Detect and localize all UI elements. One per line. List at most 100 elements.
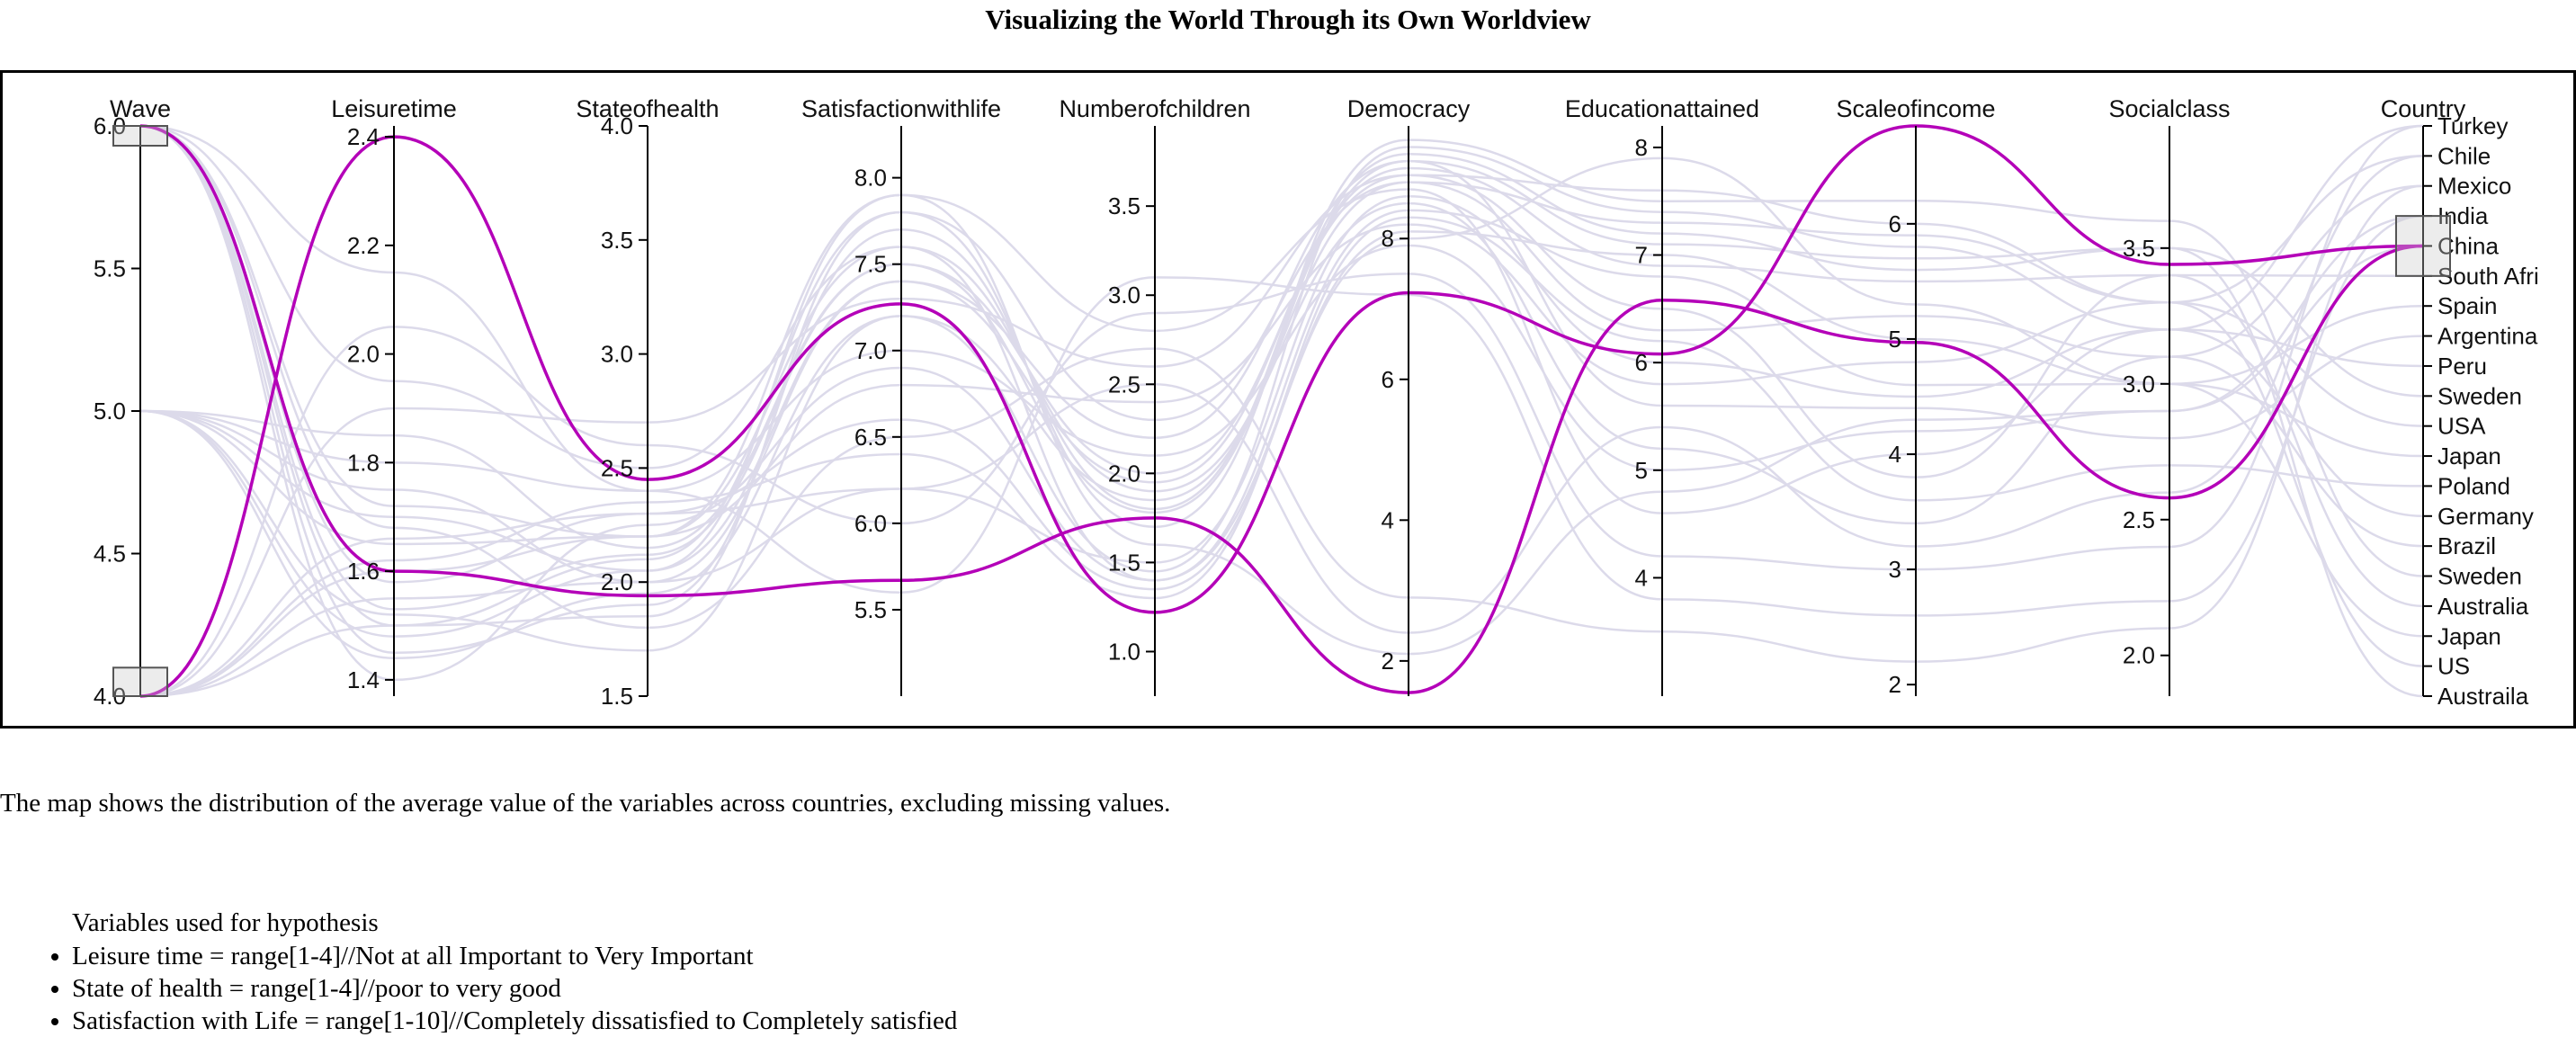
background-line: [139, 124, 2424, 698]
axis-title[interactable]: Leisuretime: [331, 95, 457, 122]
tick-label: 2.0: [601, 568, 633, 595]
tick-label: 5.0: [94, 398, 126, 425]
axis-title[interactable]: Country: [2381, 95, 2466, 122]
parallel-coordinates-chart[interactable]: Wave 4.0 4.5 5.0 5.5 6.0 Leisuretime 1.4 1.6 1.8 2…: [0, 70, 2576, 729]
tick-label: Austraila: [2437, 683, 2529, 710]
brush-selection[interactable]: [112, 666, 168, 697]
background-line: [139, 155, 2424, 634]
axis-educationattained[interactable]: Educationattained 4 5 6 7 8: [1565, 95, 1759, 696]
tick-label: China: [2437, 232, 2499, 259]
tick-label: 2.5: [1108, 371, 1140, 398]
tick-label: 3.5: [1108, 192, 1140, 219]
brush-selection[interactable]: [2395, 215, 2451, 277]
variable-item: Satisfaction with Life = range[1-10]//Co…: [72, 1005, 957, 1037]
tick-label: 1.6: [347, 558, 380, 585]
tick-label: 7.0: [854, 337, 887, 364]
tick-label: 7.5: [854, 251, 887, 278]
tick-label: Sweden: [2437, 563, 2522, 590]
tick-label: 4: [1635, 564, 1648, 591]
background-line: [139, 146, 2424, 652]
tick-label: 2.5: [601, 454, 633, 481]
highlighted-line[interactable]: [139, 124, 2424, 698]
tick-label: 5.5: [94, 255, 126, 282]
background-line: [139, 124, 2424, 663]
axis-socialclass[interactable]: Socialclass 2.0 2.5 3.0 3.5: [2108, 95, 2231, 696]
axis-satisfactionwithlife[interactable]: Satisfactionwithlife 5.5 6.0 6.5 7.0 7.5 8.0: [801, 95, 1001, 696]
background-line: [139, 124, 2424, 584]
tick-label: Turkey: [2437, 112, 2509, 139]
axis-scaleofincome[interactable]: Scaleofincome 2 3 4 5 6: [1836, 95, 1995, 698]
tick-label: 2.0: [2123, 642, 2155, 669]
tick-label: 8: [1635, 134, 1648, 161]
tick-label: Argentina: [2437, 323, 2538, 350]
tick-label: 5: [1889, 326, 1901, 353]
tick-label: 6.0: [854, 510, 887, 537]
tick-label: 4.0: [601, 112, 633, 139]
background-line: [139, 124, 2424, 548]
variable-item: State of health = range[1-4]//poor to ve…: [72, 972, 957, 1005]
tick-label: 1.4: [347, 666, 380, 693]
tick-label: Poland: [2437, 472, 2510, 499]
tick-label: 5: [1635, 457, 1648, 484]
axis-leisuretime[interactable]: Leisuretime 1.4 1.6 1.8 2.0 2.2 2.4: [331, 95, 457, 696]
background-line: [139, 124, 2424, 682]
tick-label: Sweden: [2437, 382, 2522, 409]
tick-label: US: [2437, 653, 2470, 680]
axis-title[interactable]: Wave: [110, 95, 171, 122]
tick-label: 6: [1889, 210, 1901, 237]
background-line: [139, 209, 2424, 582]
tick-label: 3: [1889, 556, 1901, 583]
axis-title[interactable]: Educationattained: [1565, 95, 1759, 122]
tick-label: 6: [1382, 366, 1394, 393]
variables-list: Leisure time = range[1-4]//Not at all Im…: [0, 940, 957, 1037]
tick-label: 6.5: [854, 424, 887, 451]
variable-item: Leisure time = range[1-4]//Not at all Im…: [72, 940, 957, 972]
axis-country[interactable]: CountryTurkeyChileMexicoIndiaChinaSouth …: [2381, 95, 2539, 710]
tick-label: Peru: [2437, 353, 2487, 380]
background-line: [139, 193, 2424, 698]
background-line: [139, 139, 2424, 698]
axis-title[interactable]: Democracy: [1347, 95, 1471, 122]
tick-label: USA: [2437, 413, 2486, 440]
background-line: [139, 124, 2424, 698]
chart-description: The map shows the distribution of the av…: [0, 789, 1171, 818]
tick-label: 2: [1382, 648, 1394, 675]
page-title: Visualizing the World Through its Own Wo…: [985, 4, 1591, 35]
tick-label: 1.5: [1108, 549, 1140, 576]
tick-label: 1.8: [347, 449, 380, 476]
tick-label: Japan: [2437, 443, 2501, 469]
axis-title[interactable]: Numberofchildren: [1059, 95, 1250, 122]
axis-title[interactable]: Stateofhealth: [576, 95, 719, 122]
tick-label: 4.5: [94, 541, 126, 568]
tick-label: Spain: [2437, 292, 2498, 319]
background-lines: [139, 124, 2424, 698]
tick-label: 2.2: [347, 232, 380, 259]
axis-title[interactable]: Socialclass: [2108, 95, 2230, 122]
background-line: [139, 159, 2424, 698]
variables-heading: Variables used for hypothesis: [72, 908, 379, 937]
tick-label: 4: [1889, 441, 1901, 468]
tick-label: Germany: [2437, 503, 2534, 530]
tick-label: 4: [1382, 506, 1394, 533]
brush-selection[interactable]: [112, 125, 168, 147]
tick-label: Australia: [2437, 593, 2529, 620]
tick-label: 3.0: [2123, 371, 2155, 398]
tick-label: 3.5: [2123, 235, 2155, 262]
highlighted-lines: [139, 124, 2424, 698]
tick-label: 7: [1635, 242, 1648, 269]
background-line: [139, 230, 2424, 698]
axis-democracy[interactable]: Democracy 2 4 6 8: [1347, 95, 1471, 696]
highlighted-line[interactable]: [139, 124, 2424, 694]
axis-numberofchildren[interactable]: Numberofchildren 1.0 1.5 2.0 2.5 3.0 3.5: [1059, 95, 1251, 696]
tick-label: 8.0: [854, 165, 887, 192]
axis-stateofhealth[interactable]: Stateofhealth 1.5 2.0 2.5 3.0 3.5 4.0: [576, 95, 719, 710]
tick-label: South Afri: [2437, 263, 2539, 290]
tick-label: 2.0: [1108, 460, 1140, 487]
axis-title[interactable]: Satisfactionwithlife: [801, 95, 1001, 122]
tick-label: Mexico: [2437, 173, 2511, 200]
background-line: [139, 181, 2424, 667]
axis-title[interactable]: Scaleofincome: [1836, 95, 1995, 122]
tick-label: Japan: [2437, 622, 2501, 649]
background-line: [139, 124, 2424, 617]
